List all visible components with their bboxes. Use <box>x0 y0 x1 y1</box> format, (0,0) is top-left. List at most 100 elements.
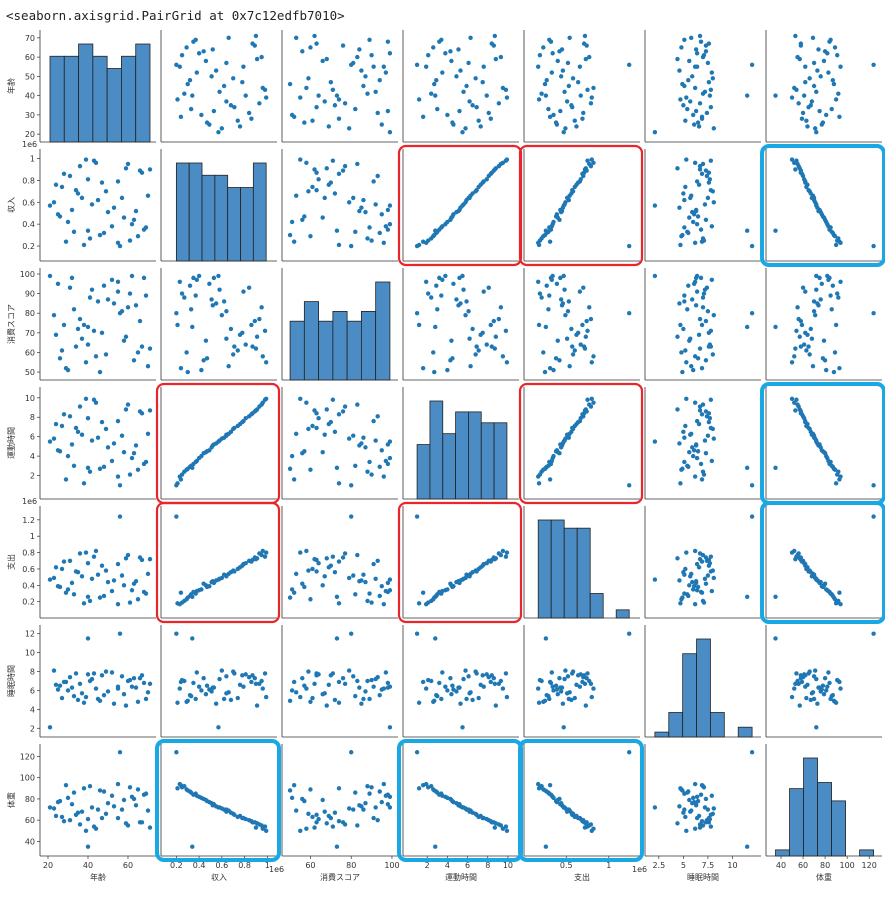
scatter-point <box>488 679 493 685</box>
scatter-point <box>201 358 206 363</box>
scatter-point <box>803 79 808 85</box>
scatter-point <box>51 312 57 318</box>
scatter-point <box>580 116 585 121</box>
scatter-point <box>177 279 182 285</box>
scatter-point <box>324 166 329 171</box>
scatter-point <box>414 514 420 519</box>
scatter-point <box>806 671 811 676</box>
histogram-bar <box>214 174 229 262</box>
scatter-point <box>217 805 222 810</box>
x-tick-label: 120 <box>862 861 877 870</box>
scatter-point <box>232 344 237 349</box>
scatter-point <box>73 569 79 574</box>
scatter-point <box>79 432 85 437</box>
scatter-point <box>187 283 193 288</box>
scatter-point <box>383 224 389 229</box>
scatter-point <box>115 289 121 294</box>
scatter-point <box>302 584 307 590</box>
scatter-point <box>314 188 319 193</box>
histogram-bar <box>303 301 320 381</box>
scatter-point <box>211 275 217 281</box>
scatter-point <box>700 402 706 407</box>
y-tick-label: 0.2 <box>22 598 35 607</box>
scatter-point <box>577 684 583 689</box>
scatter-point <box>177 686 182 691</box>
scatter-point <box>65 453 71 459</box>
scatter-point <box>224 574 229 579</box>
scatter-point <box>543 465 549 470</box>
scatter-point <box>820 356 826 361</box>
scatter-point <box>794 671 799 676</box>
x-tick-label: 2.5 <box>652 861 665 870</box>
scatter-point <box>175 322 180 328</box>
scatter-point <box>67 558 73 563</box>
scatter-point <box>814 725 819 730</box>
scatter-point <box>103 811 109 816</box>
scatter-point <box>121 338 127 343</box>
scatter-point <box>115 474 121 479</box>
scatter-point <box>135 699 141 704</box>
scatter-point <box>263 550 269 555</box>
scatter-point <box>498 552 504 558</box>
scatter-point <box>320 450 325 455</box>
scatter-point <box>652 577 658 582</box>
scatter-point <box>543 844 549 849</box>
scatter-point <box>686 593 691 599</box>
scatter-point <box>578 93 583 98</box>
scatter-point <box>103 352 109 357</box>
scatter-point <box>551 688 556 693</box>
scatter-point <box>537 677 543 683</box>
scatter-point <box>377 789 382 794</box>
scatter-point <box>425 291 431 296</box>
x-axis-label: 支出 <box>574 872 590 882</box>
scatter-point <box>591 85 596 91</box>
histogram-bar <box>493 422 508 500</box>
x-tick-label: 5 <box>681 861 686 870</box>
scatter-point <box>87 236 93 241</box>
scatter-point <box>357 47 362 52</box>
scatter-point <box>111 578 117 583</box>
scatter-point <box>355 823 360 828</box>
scatter-point <box>830 78 836 83</box>
scatter-point <box>492 681 498 687</box>
scatter-point <box>221 83 227 89</box>
scatter-point <box>792 160 797 166</box>
scatter-point <box>833 322 839 328</box>
scatter-point <box>332 191 338 196</box>
scatter-point <box>367 591 372 596</box>
scatter-point <box>336 412 342 417</box>
scatter-point <box>324 556 329 561</box>
scatter-point <box>799 559 805 564</box>
scatter-point <box>361 572 366 577</box>
histogram-bar <box>576 527 591 619</box>
scatter-point <box>361 83 366 89</box>
scatter-point <box>342 404 348 409</box>
scatter-point <box>652 273 658 279</box>
histogram-bar <box>318 320 334 381</box>
scatter-point <box>367 696 372 702</box>
scatter-point <box>143 696 149 702</box>
y-tick-label: 6 <box>30 433 35 442</box>
scatter-point <box>63 477 69 482</box>
scatter-point <box>416 601 422 606</box>
x-tick-label: 40 <box>776 861 786 870</box>
scatter-point <box>694 455 700 461</box>
y-axis-label: 睡眠時間 <box>7 665 16 697</box>
scatter-point <box>109 224 115 229</box>
scatter-point <box>806 344 811 349</box>
scatter-point <box>749 62 755 68</box>
scatter-point <box>474 569 479 574</box>
histogram-bar <box>563 527 578 619</box>
scatter-point <box>216 130 221 135</box>
scatter-point <box>687 58 692 64</box>
scatter-point <box>174 483 179 488</box>
scatter-point <box>135 597 141 602</box>
scatter-point <box>504 360 510 365</box>
scatter-point <box>565 309 571 314</box>
scatter-point <box>199 112 204 118</box>
scatter-point <box>687 450 692 455</box>
scatter-point <box>818 74 823 79</box>
scatter-point <box>135 787 141 792</box>
histogram-bar <box>480 422 495 500</box>
scatter-point <box>814 287 819 292</box>
